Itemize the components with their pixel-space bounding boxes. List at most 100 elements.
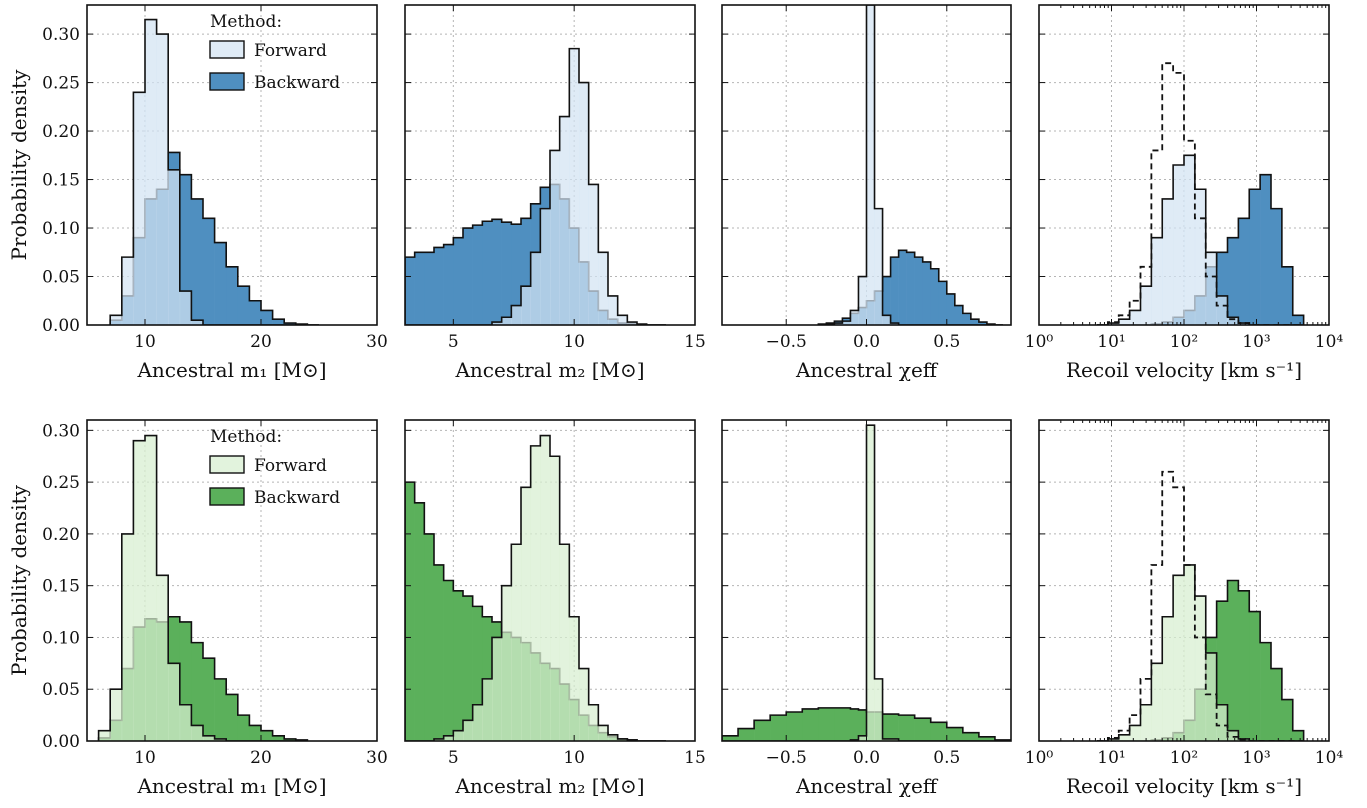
forward-bar <box>1205 652 1217 741</box>
forward-bar <box>472 704 483 741</box>
forward-bar <box>866 5 875 325</box>
legend-label-forward: Forward <box>254 456 327 476</box>
forward-bar <box>501 317 512 325</box>
histograms <box>1097 62 1305 325</box>
x-tick-label: 10⁰ <box>1025 332 1054 352</box>
backward-bar <box>754 720 771 741</box>
backward-bar <box>922 261 932 325</box>
forward-bar <box>1162 616 1174 741</box>
backward-bar <box>405 257 415 325</box>
backward-bar <box>214 678 227 741</box>
backward-bar <box>882 276 891 325</box>
forward-bar <box>463 720 473 741</box>
x-axis-label: Ancestral χeff <box>795 358 939 382</box>
backward-bar <box>501 222 512 325</box>
forward-bar <box>1194 596 1207 741</box>
forward-bar <box>890 323 899 325</box>
panel-1-4: 10⁰ 10¹ 10² 10³ 10⁴ Recoil velocity [km s⁻¹] <box>1025 4 1343 382</box>
forward-bar <box>882 315 891 325</box>
backward-bar <box>1271 208 1283 325</box>
forward-bar <box>203 735 215 741</box>
forward-bar <box>1205 252 1217 325</box>
tick-marks <box>722 5 1011 326</box>
forward-bar <box>156 575 169 741</box>
legend-swatch-forward <box>209 40 245 59</box>
forward-bar <box>179 291 192 325</box>
forward-bar <box>168 663 181 741</box>
histograms <box>405 434 666 741</box>
backward-bar <box>1292 315 1304 325</box>
y-tick-label: 0.30 <box>42 421 80 441</box>
forward-bar <box>1151 663 1163 741</box>
x-axis-label: Ancestral m₁ [M⊙] <box>136 774 326 798</box>
backward-bar <box>882 714 899 741</box>
forward-bar <box>133 440 146 741</box>
forward-bar <box>511 305 522 325</box>
x-axis-label: Ancestral m₁ [M⊙] <box>136 358 326 382</box>
forward-bar <box>443 735 454 741</box>
forward-bar <box>501 585 512 741</box>
y-tick-label: 0.15 <box>42 171 80 191</box>
forward-bar <box>540 208 551 325</box>
histograms <box>109 18 319 325</box>
backward-bar <box>434 247 444 325</box>
y-tick-label: 0.25 <box>42 473 80 493</box>
panel-2-4: 10⁰ 10¹ 10² 10³ 10⁴ Recoil velocity [km s⁻¹] <box>1025 419 1343 798</box>
forward-bar <box>559 544 570 741</box>
forward-bar <box>434 738 444 741</box>
forward-bar <box>588 704 599 741</box>
backward-bar <box>1216 601 1228 741</box>
forward-bar <box>133 92 146 325</box>
forward-bar <box>1238 323 1250 325</box>
forward-bar <box>168 169 181 325</box>
backward-bar <box>890 257 899 325</box>
y-tick-label: 0.20 <box>42 525 80 545</box>
backward-bar <box>249 300 262 325</box>
forward-bar <box>1184 155 1196 325</box>
forward-bar <box>1162 198 1174 325</box>
forward-histogram <box>109 18 319 325</box>
backward-bar <box>463 228 473 325</box>
forward-bar <box>1129 310 1141 325</box>
forward-bar <box>492 637 502 741</box>
forward-bar <box>191 320 204 325</box>
forward-outline <box>818 5 1003 325</box>
x-tick-label: 10 <box>563 332 585 352</box>
forward-bar <box>608 734 618 741</box>
forward-bar <box>145 435 157 741</box>
backward-bar <box>284 738 297 741</box>
panel-2-2: 5 10 15 Ancestral m₂ [M⊙] <box>404 419 706 798</box>
legend-title: Method: <box>210 427 282 447</box>
backward-bar <box>472 606 483 741</box>
forward-bar <box>874 208 883 325</box>
backward-bar <box>946 727 964 741</box>
y-tick-label: 0.10 <box>42 219 80 239</box>
forward-bar <box>1129 725 1141 741</box>
backward-bar <box>203 658 215 741</box>
legend-swatch-forward <box>209 455 245 474</box>
x-axis-label: Ancestral χeff <box>795 774 939 798</box>
backward-bar <box>1249 189 1261 325</box>
forward-bar <box>1140 286 1152 325</box>
x-tick-label: 10² <box>1170 748 1198 768</box>
backward-bar <box>261 310 273 325</box>
x-tick-label: 10² <box>1170 332 1198 352</box>
forward-bar <box>1227 317 1239 325</box>
backward-bar <box>914 257 923 325</box>
forward-bar <box>145 19 157 325</box>
x-axis-label: Recoil velocity [km s⁻¹] <box>1066 358 1302 382</box>
backward-bar <box>786 712 803 741</box>
x-tick-label: 5 <box>448 332 459 352</box>
y-tick-label: 0.00 <box>42 732 80 752</box>
forward-bar <box>617 315 628 325</box>
forward-bar <box>569 616 580 741</box>
histograms <box>1097 470 1305 741</box>
backward-bar <box>1216 252 1228 325</box>
backward-bar <box>954 305 964 325</box>
forward-bar <box>858 735 867 741</box>
x-tick-label: 10⁰ <box>1025 748 1054 768</box>
tick-marks <box>722 420 1011 742</box>
forward-histogram <box>818 5 1003 325</box>
forward-bar <box>1118 734 1130 741</box>
backward-bar <box>1292 730 1304 741</box>
